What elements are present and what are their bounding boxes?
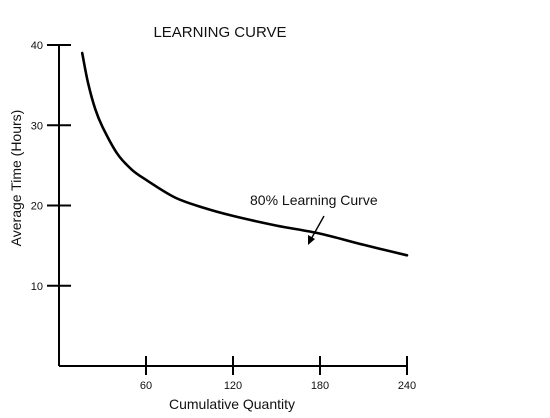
- y-ticks: 10 20 30 40: [31, 40, 71, 293]
- y-axis-label: Average Time (Hours): [8, 110, 24, 247]
- y-tick-label: 10: [31, 281, 43, 293]
- annotation-arrowhead: [308, 235, 315, 245]
- x-axis-label: Cumulative Quantity: [169, 396, 295, 412]
- curve-annotation-label: 80% Learning Curve: [250, 192, 378, 208]
- x-tick-label: 60: [140, 380, 152, 392]
- learning-curve-line: [80, 51, 409, 257]
- x-tick-label: 180: [311, 380, 329, 392]
- chart-title: LEARNING CURVE: [153, 24, 286, 41]
- y-tick-label: 20: [31, 201, 43, 213]
- y-tick-label: 30: [31, 120, 43, 132]
- y-tick-label: 40: [31, 40, 43, 52]
- x-ticks: 60 120 180 240: [140, 356, 416, 392]
- annotation-arrow: [309, 215, 325, 242]
- x-tick-label: 120: [224, 380, 242, 392]
- x-tick-label: 240: [398, 380, 416, 392]
